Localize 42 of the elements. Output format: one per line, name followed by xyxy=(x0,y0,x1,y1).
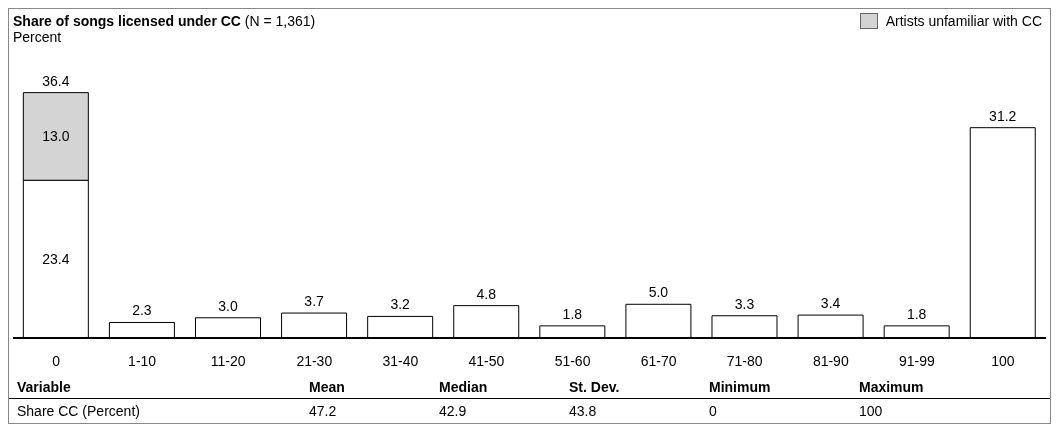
text: Share CC (Percent) xyxy=(17,403,140,419)
text: 47.2 xyxy=(309,403,337,419)
data-label: 31.2 xyxy=(989,107,1017,124)
data-label: 5.0 xyxy=(648,284,669,301)
x-tick-label: 11-20 xyxy=(210,352,246,369)
text: 0 xyxy=(709,403,717,419)
data-label: 4.8 xyxy=(476,285,497,302)
data-label: 3.7 xyxy=(304,293,325,310)
chart-title: Share of songs licensed under CC xyxy=(13,13,241,29)
x-tick-label: 21-30 xyxy=(296,352,333,369)
x-tick-label: 41-50 xyxy=(468,352,505,369)
data-label: 3.0 xyxy=(218,297,238,314)
x-tick-label: 81-90 xyxy=(812,352,849,369)
x-tick-label: 51-60 xyxy=(554,352,591,369)
text: Variable xyxy=(17,379,71,395)
data-label: 1.8 xyxy=(562,305,583,322)
total-label: 36.4 xyxy=(42,72,70,89)
text: Mean xyxy=(309,379,345,395)
text: Minimum xyxy=(709,379,771,395)
y-axis-title: Percent xyxy=(13,29,62,45)
data-label: 3.3 xyxy=(734,295,755,312)
text: Median xyxy=(439,379,488,395)
text: 43.8 xyxy=(569,403,597,419)
data-label: 2.3 xyxy=(132,302,152,319)
chart-subtitle: (N = 1,361) xyxy=(244,13,316,29)
x-tick-label: 0 xyxy=(52,352,61,369)
data-label: 13.0 xyxy=(42,128,70,145)
data-label: 23.4 xyxy=(42,251,70,268)
data-label: 3.4 xyxy=(820,295,841,312)
x-tick-label: 1-10 xyxy=(128,352,157,369)
text: St. Dev. xyxy=(569,379,620,395)
text: 42.9 xyxy=(439,403,467,419)
text: Maximum xyxy=(859,379,924,395)
x-tick-label: 61-70 xyxy=(640,352,677,369)
x-tick-label: 71-80 xyxy=(726,352,763,369)
x-tick-label: 31-40 xyxy=(382,352,419,369)
text: 100 xyxy=(859,403,883,419)
x-tick-label: 91-99 xyxy=(898,352,935,369)
x-tick-label: 100 xyxy=(991,352,1015,369)
data-label: 1.8 xyxy=(906,305,927,322)
legend-label: Artists unfamiliar with CC xyxy=(884,13,1042,29)
data-label: 3.2 xyxy=(390,296,411,313)
